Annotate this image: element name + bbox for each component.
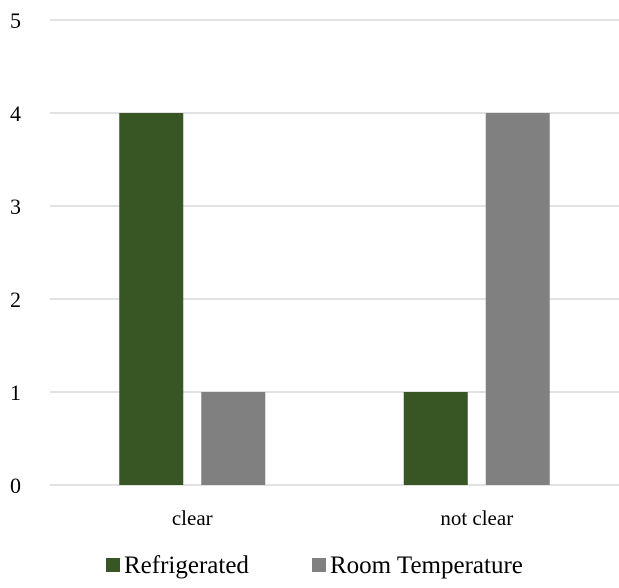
y-tick-label: 1 [10, 380, 21, 405]
y-tick-label: 0 [10, 473, 21, 498]
bar-room-temperature-not-clear [485, 113, 550, 485]
y-tick-label: 4 [10, 101, 21, 126]
x-axis-categories: clear not clear [172, 506, 513, 530]
legend: Refrigerated Room Temperature [106, 552, 523, 579]
x-category-label: clear [172, 506, 213, 530]
legend-swatch [106, 558, 120, 572]
bar-refrigerated-clear [119, 113, 184, 485]
y-axis-ticks: 0 1 2 3 4 5 [10, 8, 21, 498]
y-tick-label: 2 [10, 287, 21, 312]
bars [119, 113, 550, 485]
y-tick-label: 3 [10, 194, 21, 219]
y-tick-label: 5 [10, 8, 21, 33]
x-category-label: not clear [440, 506, 513, 530]
legend-label: Room Temperature [330, 552, 523, 579]
legend-label: Refrigerated [124, 552, 249, 579]
bar-room-temperature-clear [201, 392, 266, 485]
bar-refrigerated-not-clear [403, 392, 468, 485]
legend-swatch [312, 558, 326, 572]
